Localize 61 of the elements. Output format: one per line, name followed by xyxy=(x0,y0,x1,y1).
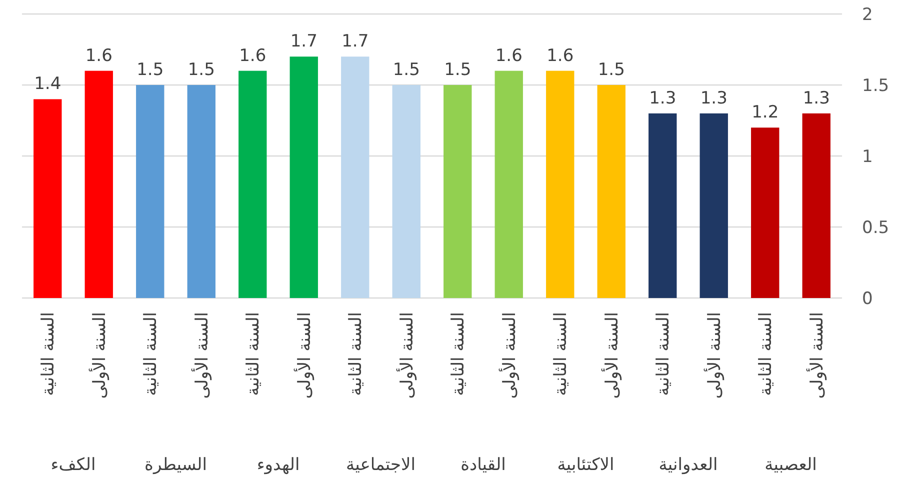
data-label: 1.7 xyxy=(342,32,369,52)
y-tick-label: 1.5 xyxy=(862,76,890,96)
bar xyxy=(341,56,370,298)
data-label: 1.5 xyxy=(136,60,164,80)
x-tick-label: السنة الثانية xyxy=(141,312,162,396)
text: السيطرة xyxy=(144,455,207,475)
bar xyxy=(136,85,164,298)
x-tick-label: السنة الأولى xyxy=(600,312,622,399)
y-tick-label: 0.5 xyxy=(862,218,890,238)
data-label: 1.3 xyxy=(649,88,676,108)
data-label: 1.6 xyxy=(495,46,522,66)
x-tick-label: السنة الأولى xyxy=(498,312,520,399)
text: العصبية xyxy=(764,455,817,475)
bar xyxy=(187,85,216,298)
bar xyxy=(494,70,523,298)
x-tick-label: السنة الثانية xyxy=(756,312,776,396)
y-tick-label: 0 xyxy=(862,289,873,309)
bar xyxy=(34,99,62,298)
text: الاجتماعية xyxy=(346,455,416,475)
x-tick-label: السنة الأولى xyxy=(292,312,315,399)
data-label: 1.7 xyxy=(290,32,318,52)
text: الكفء xyxy=(50,455,96,475)
bar xyxy=(546,70,574,298)
x-tick-label: السنة الثانية xyxy=(654,312,674,396)
bar xyxy=(597,85,626,298)
bar xyxy=(444,85,472,298)
bar xyxy=(751,128,780,298)
x-tick-label: السنة الثانية xyxy=(38,312,59,396)
bar xyxy=(84,70,113,298)
x-tick-label: السنة الأولى xyxy=(395,312,418,399)
text: الهدوء xyxy=(256,455,300,475)
bar xyxy=(648,113,677,298)
data-label: 1.3 xyxy=(802,88,830,108)
text: الاكتئابية xyxy=(557,455,614,475)
data-label: 1.6 xyxy=(85,46,112,66)
x-tick-label: السنة الثانية xyxy=(346,312,366,396)
data-label: 1.2 xyxy=(752,102,779,123)
y-tick-label: 2 xyxy=(862,5,873,25)
data-label: 1.3 xyxy=(700,88,728,108)
bar xyxy=(802,113,830,298)
x-tick-label: السنة الثانية xyxy=(448,312,469,396)
data-label: 1.5 xyxy=(444,60,472,80)
bar xyxy=(392,85,420,298)
text: العدوانية xyxy=(658,455,718,475)
data-label: 1.4 xyxy=(34,74,62,94)
data-label: 1.5 xyxy=(598,60,625,80)
x-tick-label: السنة الثانية xyxy=(244,312,264,396)
x-tick-label: السنة الثانية xyxy=(551,312,572,396)
text: القيادة xyxy=(460,455,506,475)
x-tick-label: السنة الأولى xyxy=(805,312,828,399)
data-label: 1.5 xyxy=(188,60,215,80)
data-label: 1.6 xyxy=(239,46,266,66)
bar xyxy=(238,70,267,298)
x-tick-label: السنة الأولى xyxy=(702,312,725,399)
x-tick-label: السنة الأولى xyxy=(88,312,110,399)
bar xyxy=(700,113,728,298)
y-tick-label: 1 xyxy=(862,147,873,167)
x-tick-label: السنة الأولى xyxy=(190,312,212,399)
bar xyxy=(290,56,318,298)
data-label: 1.6 xyxy=(546,46,574,66)
data-label: 1.5 xyxy=(392,60,420,80)
